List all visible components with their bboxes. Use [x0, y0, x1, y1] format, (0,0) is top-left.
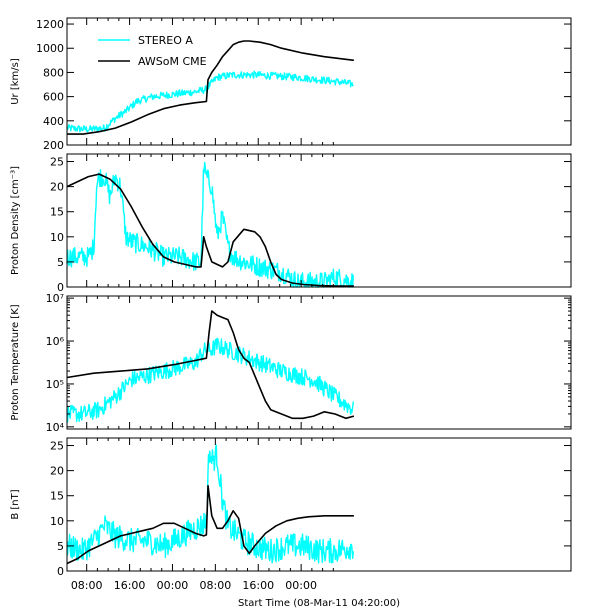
y-tick-label: 10⁵	[46, 378, 64, 391]
legend-label: AWSoM CME	[138, 55, 207, 68]
y-axis-label-density: Proton Density [cm⁻³]	[10, 166, 21, 275]
panel-ur: 200 400 600 800 1000 1200 Ur [km/s]	[10, 17, 572, 152]
series-temperature-stereo-a	[66, 337, 354, 423]
panel-frame	[66, 153, 572, 288]
x-axis-label: Start Time (08-Mar-11 04:20:00)	[238, 598, 400, 609]
y-tick-label: 10⁶	[46, 335, 65, 348]
y-axis-label-ur: Ur [km/s]	[10, 58, 21, 105]
y-tick-label: 10⁴	[46, 421, 65, 434]
panel-temperature: 10⁴ 10⁵ 10⁶ 10⁷ Proton Temperature [K]	[10, 292, 572, 434]
panel-frame	[66, 295, 572, 430]
y-tick-label: 25	[50, 156, 64, 169]
series-density-awsom-cme	[66, 173, 354, 287]
panel-frame	[66, 17, 572, 146]
y-tick-label: 400	[43, 115, 64, 128]
series-ur-awsom-cme	[67, 40, 354, 135]
y-tick-label: 15	[50, 206, 64, 219]
y-tick-label: 25	[50, 440, 64, 453]
x-tick-label: 08:00	[200, 579, 232, 592]
series-density-stereo-a	[66, 161, 354, 288]
x-tick-label: 00:00	[157, 579, 189, 592]
x-tick-label: 08:00	[71, 579, 103, 592]
y-tick-label: 10	[50, 515, 64, 528]
y-tick-label: 10	[50, 231, 64, 244]
y-tick-label: 15	[50, 490, 64, 503]
series-field-stereo-a	[66, 444, 354, 564]
x-tick-label: 16:00	[242, 579, 274, 592]
y-tick-label: 5	[57, 540, 64, 553]
x-tick-label: 16:00	[114, 579, 146, 592]
y-axis-label-temperature: Proton Temperature [K]	[10, 304, 21, 420]
y-tick-label: 1200	[36, 18, 64, 31]
panel-density: 0 5 10 15 20 25 Proton Density [cm⁻³]	[10, 153, 572, 294]
y-tick-label: 800	[43, 66, 64, 79]
x-tick-label: 00:00	[285, 579, 317, 592]
y-tick-label: 20	[50, 181, 64, 194]
legend: STEREO A AWSoM CME	[98, 34, 207, 68]
y-tick-label: 0	[57, 281, 64, 294]
legend-label: STEREO A	[138, 34, 193, 47]
y-tick-label: 600	[43, 91, 64, 104]
y-tick-label: 200	[43, 139, 64, 152]
y-axis-label-field: B [nT]	[10, 489, 21, 519]
y-tick-label: 5	[57, 256, 64, 269]
y-tick-label: 0	[57, 565, 64, 578]
y-tick-label: 20	[50, 465, 64, 478]
series-ur-stereo-a	[66, 70, 354, 133]
panel-frame	[66, 437, 572, 572]
y-tick-label: 1000	[36, 42, 64, 55]
series-field-awsom-cme	[66, 484, 354, 565]
series-temperature-awsom-cme	[66, 310, 355, 420]
y-tick-label: 10⁷	[46, 292, 64, 305]
panel-field: 0 5 10 15 20 25 08:00 16:00 00:00 08:00 16:00 00:00…	[10, 437, 572, 592]
